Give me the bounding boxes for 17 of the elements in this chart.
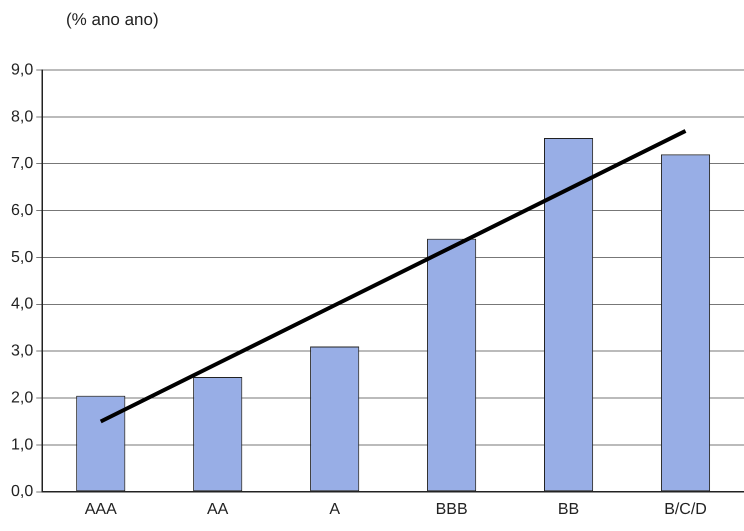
y-tick-label: 0,0 — [10, 483, 34, 500]
y-tick-label: 9,0 — [10, 61, 34, 78]
x-tick-label: BB — [558, 500, 580, 518]
x-tick-label: A — [329, 500, 340, 518]
y-tick-label: 3,0 — [10, 342, 34, 360]
y-axis-title: (% ano ano) — [66, 10, 159, 30]
y-tick-label: 5,0 — [10, 248, 34, 266]
x-tick-label: AAA — [84, 500, 118, 518]
x-tick-label: B/C/D — [664, 500, 707, 518]
y-tick-label: 4,0 — [10, 296, 34, 313]
y-tick-label: 6,0 — [10, 202, 34, 220]
y-tick-label: 1,0 — [10, 436, 34, 454]
y-tick-label: 7,0 — [10, 155, 34, 172]
x-tick-label: BBB — [436, 500, 468, 518]
x-tick-label: AA — [207, 500, 229, 518]
y-tick-label: 2,0 — [10, 389, 34, 406]
y-tick-label: 8,0 — [10, 108, 34, 126]
